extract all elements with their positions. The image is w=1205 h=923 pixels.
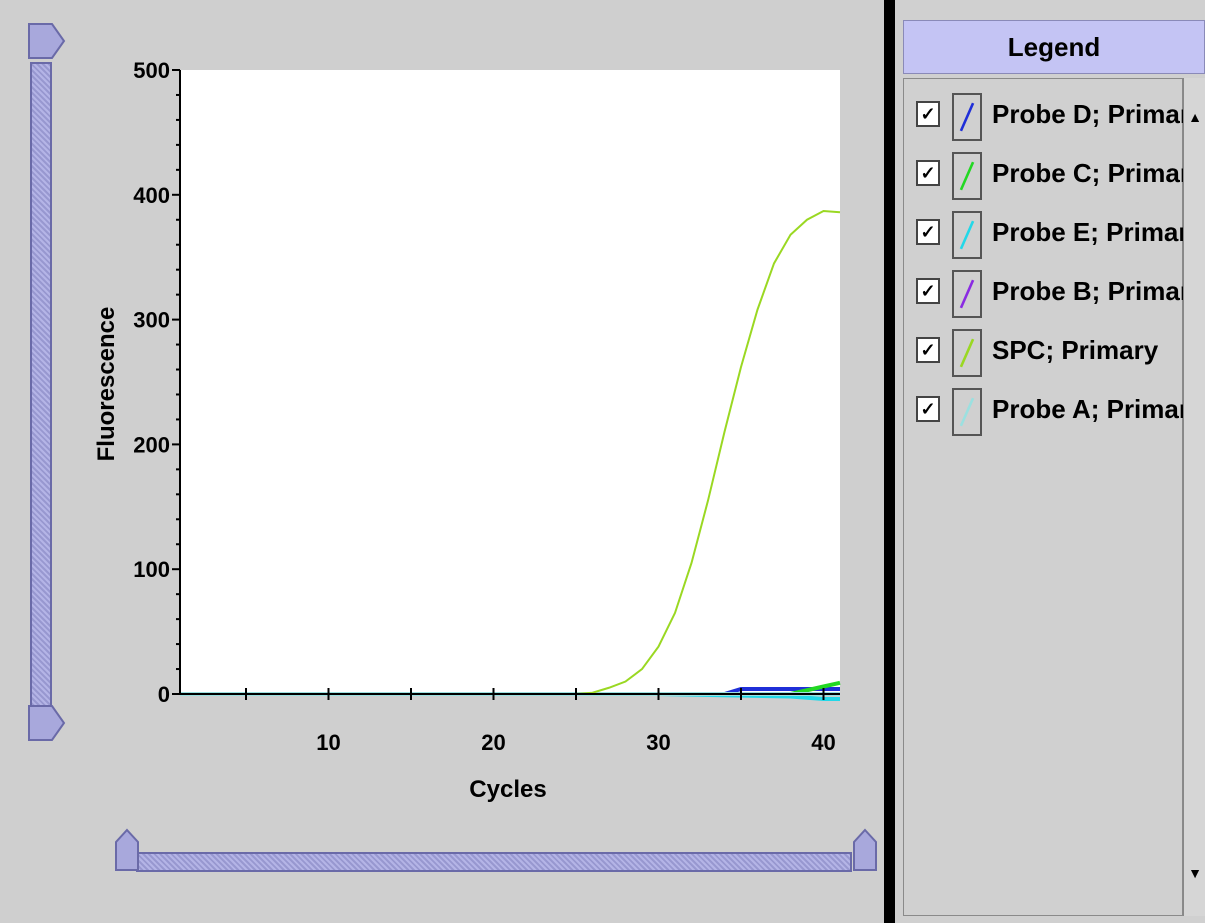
legend-header: Legend bbox=[903, 20, 1205, 74]
legend-label: Probe A; Primary bbox=[992, 394, 1204, 424]
legend-label: Probe D; Primary bbox=[992, 99, 1205, 129]
legend-checkbox[interactable]: ✓ bbox=[916, 278, 940, 304]
y-tick-label: 200 bbox=[133, 432, 170, 457]
legend-checkbox[interactable]: ✓ bbox=[916, 160, 940, 186]
series-color-swatch bbox=[952, 93, 982, 141]
x-tick-label: 20 bbox=[481, 730, 505, 755]
legend-item-probe-d[interactable]: ✓ Probe D; Primary bbox=[904, 87, 1204, 145]
vertical-slider-top-handle[interactable] bbox=[26, 22, 66, 60]
legend-item-probe-c[interactable]: ✓ Probe C; Primary bbox=[904, 146, 1204, 204]
y-tick-label: 0 bbox=[158, 682, 170, 707]
series-color-swatch bbox=[952, 152, 982, 200]
x-tick-label: 30 bbox=[646, 730, 670, 755]
tick-layer: 0 100 200 300 400 500 10 20 30 40 bbox=[133, 58, 835, 755]
series-color-swatch bbox=[952, 388, 982, 436]
legend-label: Probe E; Primary bbox=[992, 217, 1203, 247]
plot-area bbox=[180, 70, 840, 694]
legend-label: Probe C; Primary bbox=[992, 158, 1205, 188]
horizontal-slider-left-handle[interactable] bbox=[114, 828, 140, 872]
fluorescence-chart: 0 100 200 300 400 500 10 20 30 40 Cycles Fluoresc… bbox=[93, 58, 841, 803]
x-tick-label: 10 bbox=[316, 730, 340, 755]
legend-item-probe-b[interactable]: ✓ Probe B; Primary bbox=[904, 264, 1204, 322]
horizontal-range-slider[interactable] bbox=[136, 852, 852, 872]
horizontal-slider-right-handle[interactable] bbox=[852, 828, 878, 872]
legend-label: Probe B; Primary bbox=[992, 276, 1205, 306]
y-axis-title: Fluorescence bbox=[93, 307, 120, 462]
legend-scrollbar[interactable]: ▲ ▼ bbox=[1183, 78, 1205, 916]
arrow-down-icon[interactable]: ▼ bbox=[1188, 865, 1202, 881]
series-color-swatch bbox=[952, 329, 982, 377]
y-tick-label: 500 bbox=[133, 58, 170, 83]
legend-list: ✓ Probe D; Primary ✓ Probe C; Primary ✓ … bbox=[903, 78, 1204, 916]
legend-checkbox[interactable]: ✓ bbox=[916, 396, 940, 422]
arrow-up-icon[interactable]: ▲ bbox=[1188, 109, 1202, 125]
vertical-slider-bottom-handle[interactable] bbox=[26, 704, 66, 742]
legend-label: SPC; Primary bbox=[992, 335, 1159, 365]
x-tick-label: 40 bbox=[811, 730, 835, 755]
legend-checkbox[interactable]: ✓ bbox=[916, 101, 940, 127]
series-color-swatch bbox=[952, 211, 982, 259]
legend-checkbox[interactable]: ✓ bbox=[916, 219, 940, 245]
legend-item-probe-a[interactable]: ✓ Probe A; Primary bbox=[904, 382, 1203, 440]
y-tick-label: 400 bbox=[133, 183, 170, 208]
vertical-range-slider[interactable] bbox=[30, 62, 52, 710]
x-axis-title: Cycles bbox=[469, 776, 546, 803]
legend-checkbox[interactable]: ✓ bbox=[916, 337, 940, 363]
panel-divider[interactable] bbox=[884, 0, 895, 923]
chart-panel: 0 100 200 300 400 500 10 20 30 40 Cycles Fluoresc… bbox=[26, 22, 878, 872]
legend-item-probe-e[interactable]: ✓ Probe E; Primary bbox=[904, 205, 1203, 263]
y-tick-label: 100 bbox=[133, 557, 170, 582]
y-tick-label: 300 bbox=[133, 308, 170, 333]
legend-item-spc[interactable]: ✓ SPC; Primary bbox=[904, 323, 1184, 381]
legend-panel: Legend ✓ Probe D; Primary ✓ Probe C; Pri… bbox=[895, 0, 1205, 923]
series-color-swatch bbox=[952, 270, 982, 318]
